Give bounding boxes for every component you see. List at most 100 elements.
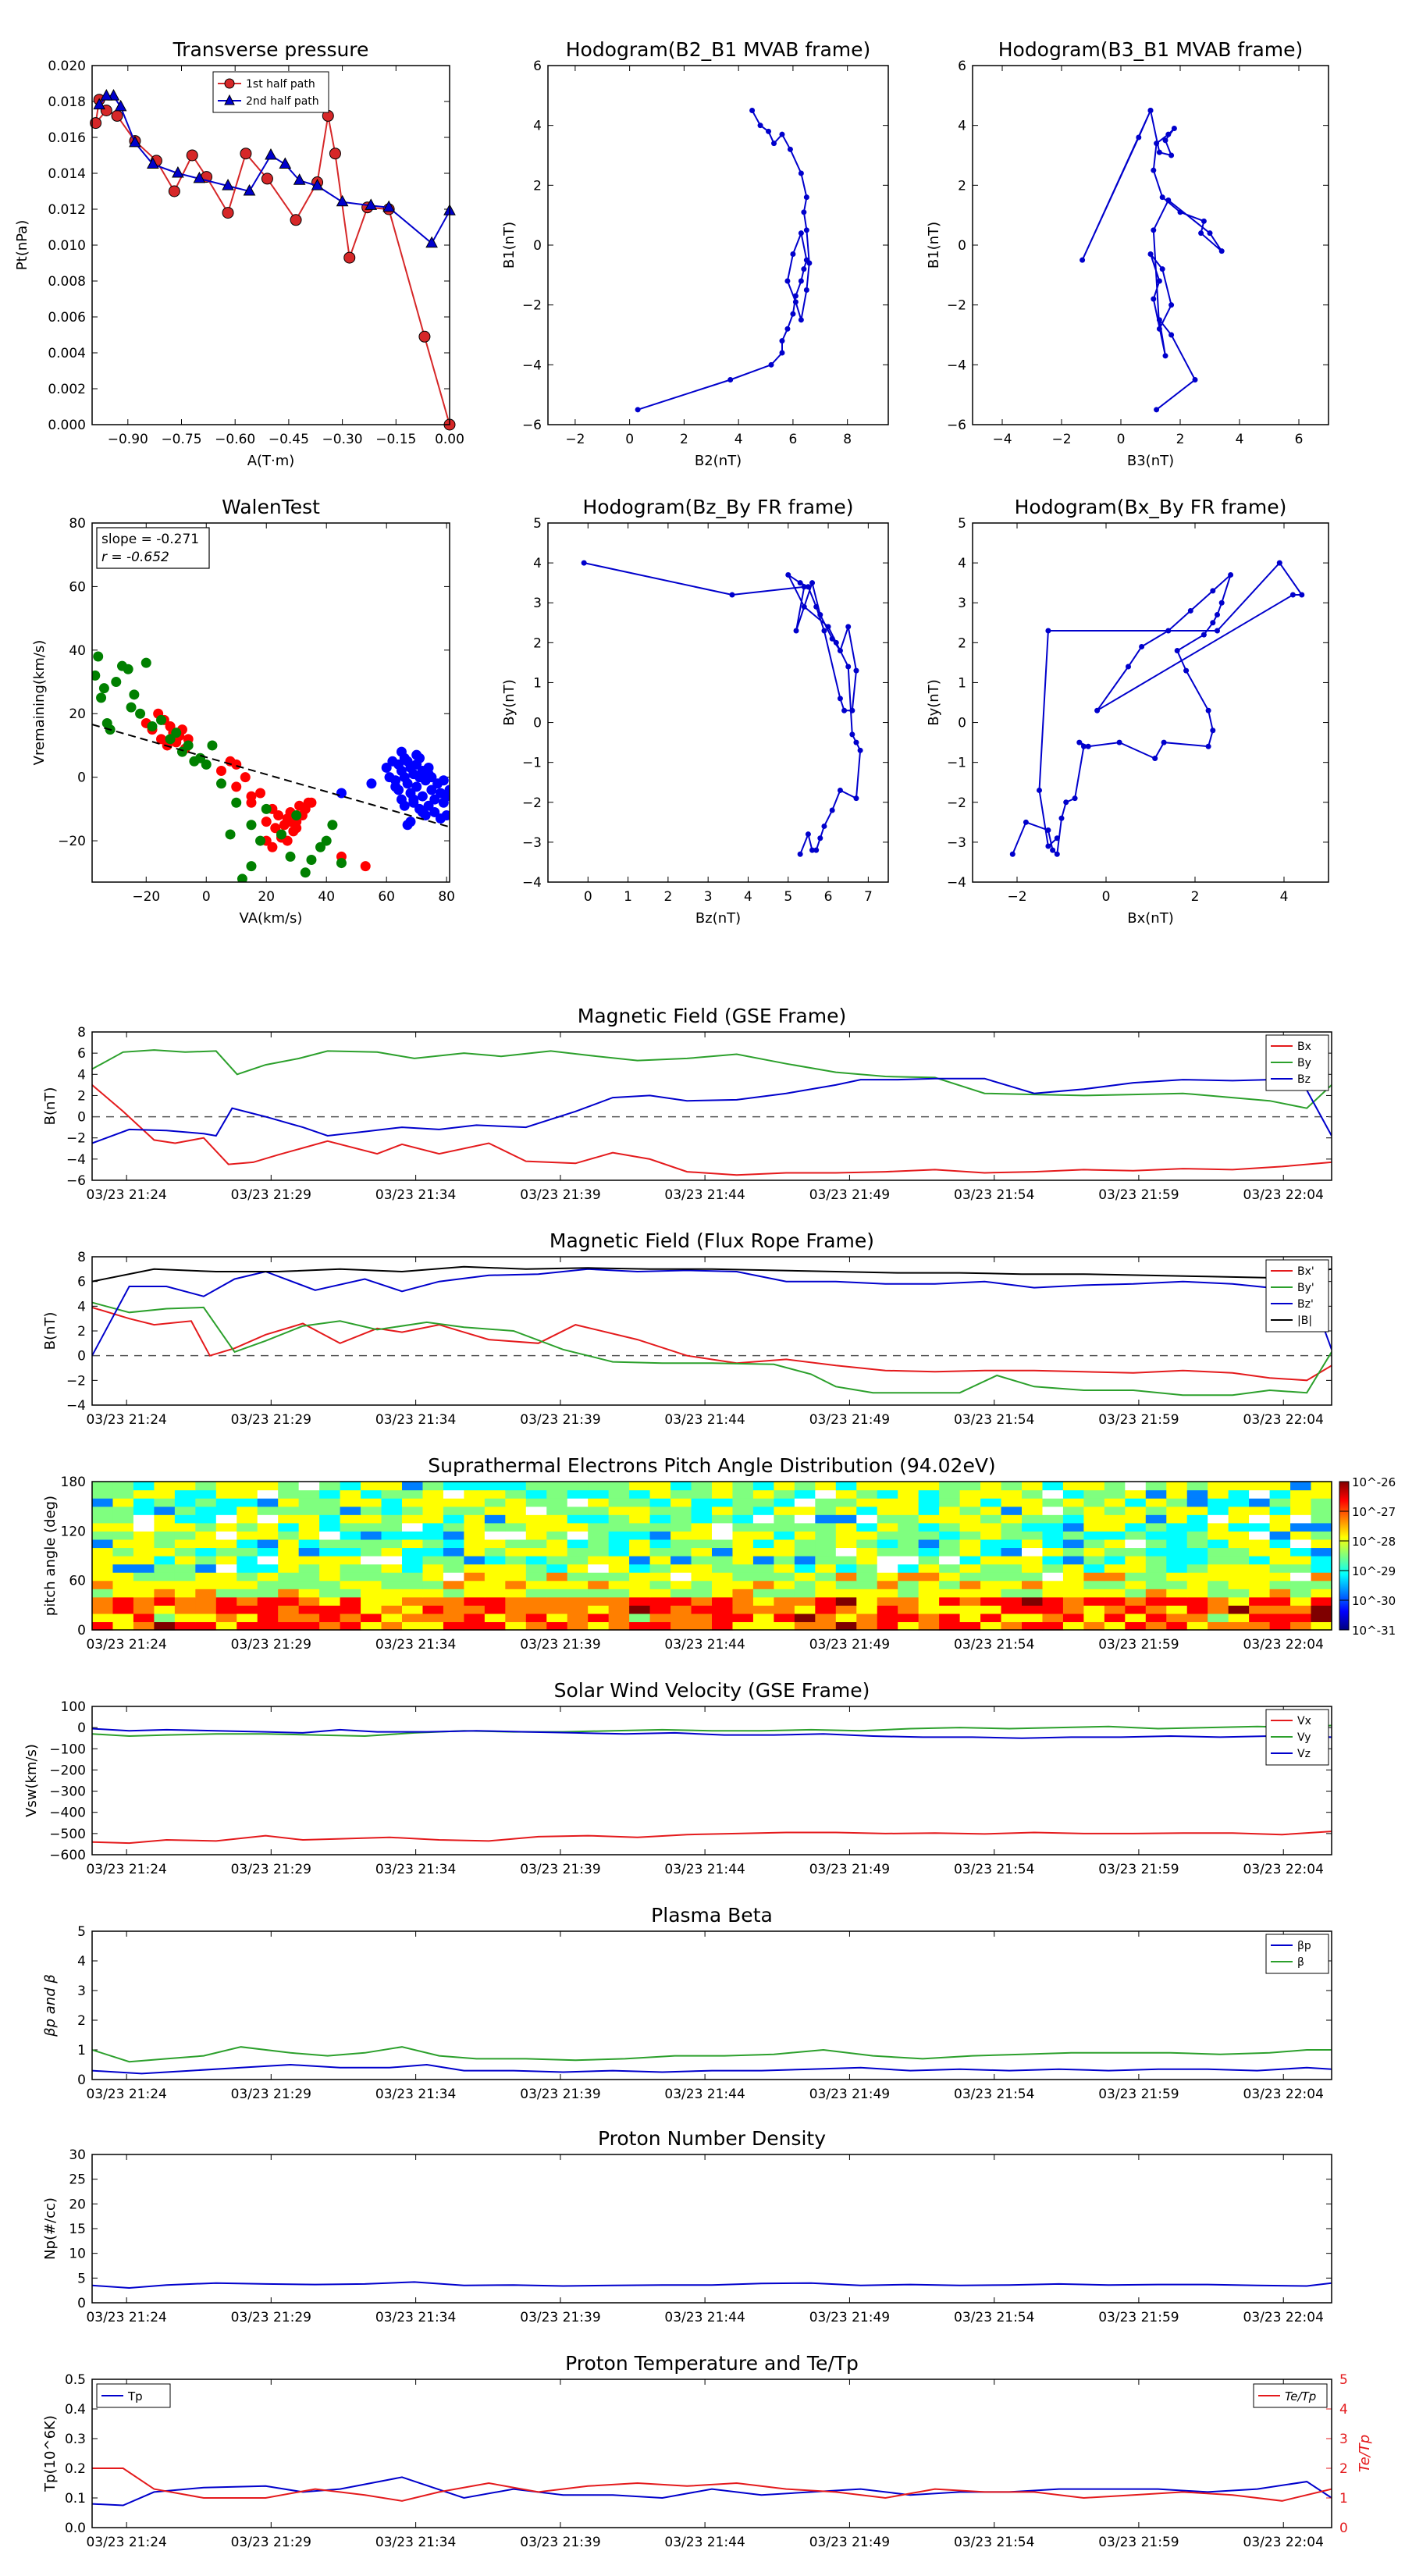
heatmap-cell <box>1186 1621 1208 1631</box>
heatmap-cell <box>464 1589 486 1598</box>
data-point <box>1159 194 1165 201</box>
heatmap-cell <box>237 1605 258 1614</box>
x-tick-label: −0.90 <box>108 432 148 447</box>
y-tick-label: −2 <box>522 298 542 314</box>
heatmap-cell <box>546 1556 568 1565</box>
heatmap-cell <box>732 1506 754 1515</box>
heatmap-cell <box>1083 1564 1105 1573</box>
heatmap-cell <box>774 1605 795 1614</box>
heatmap-cell <box>195 1596 217 1606</box>
heatmap-cell <box>154 1482 176 1491</box>
heatmap-cell <box>588 1506 610 1515</box>
time-tick-label: 03/23 21:59 <box>1098 1862 1179 1877</box>
heatmap-cell <box>649 1547 671 1557</box>
data-point <box>785 571 791 578</box>
heatmap-cell <box>1145 1596 1167 1606</box>
heatmap-cell <box>1228 1621 1250 1631</box>
heatmap-cell <box>298 1531 320 1540</box>
heatmap-cell <box>980 1564 1002 1573</box>
x-tick-label: 0 <box>584 889 592 905</box>
heatmap-cell <box>608 1547 630 1557</box>
heatmap-cell <box>959 1498 981 1507</box>
data-point <box>749 108 756 113</box>
heatmap-cell <box>546 1572 568 1582</box>
heatmap-cell <box>546 1596 568 1606</box>
heatmap-cell <box>1208 1621 1229 1631</box>
heatmap-cell <box>670 1572 692 1582</box>
y-tick-label: 6 <box>958 59 966 74</box>
axes-frame <box>547 65 889 425</box>
heatmap-cell <box>567 1564 589 1573</box>
y-tick-label: 40 <box>69 643 86 659</box>
panel-pt: Transverse pressure0.0000.0020.0040.0060… <box>14 38 464 469</box>
heatmap-cell <box>1062 1621 1084 1631</box>
time-tick-label: 03/23 21:24 <box>86 1412 166 1428</box>
heatmap-cell <box>525 1489 547 1499</box>
scatter-point <box>92 670 101 681</box>
heatmap-cell <box>112 1531 134 1540</box>
heatmap-cell <box>505 1514 527 1524</box>
y-axis-label: B(nT) <box>42 1312 59 1350</box>
heatmap-cell <box>1269 1605 1291 1614</box>
heatmap-cell <box>1042 1596 1064 1606</box>
heatmap-cell <box>588 1589 610 1598</box>
heatmap-cell <box>215 1547 237 1557</box>
y-tick-label: −6 <box>66 1173 86 1189</box>
data-point <box>793 628 799 634</box>
heatmap-cell <box>1166 1556 1188 1565</box>
heatmap-cell <box>484 1580 506 1589</box>
colorbar <box>1339 1481 1350 1631</box>
heatmap-cell <box>1001 1605 1023 1614</box>
scatter-point <box>396 746 407 757</box>
heatmap-cell <box>464 1596 486 1606</box>
heatmap-cell <box>237 1580 258 1589</box>
y-tick-label: 2 <box>77 1088 86 1104</box>
heatmap-cell <box>1001 1514 1023 1524</box>
heatmap-cell <box>815 1498 837 1507</box>
heatmap-cell <box>237 1596 258 1606</box>
y-tick-label: 0.5 <box>65 2372 86 2388</box>
heatmap-cell <box>278 1539 300 1549</box>
time-tick-label: 03/23 21:29 <box>231 1637 311 1653</box>
heatmap-cell <box>1022 1514 1044 1524</box>
heatmap-cell <box>835 1539 857 1549</box>
heatmap-cell <box>670 1556 692 1565</box>
heatmap-cell <box>278 1613 300 1623</box>
data-point <box>821 823 827 829</box>
heatmap-cell <box>1062 1506 1084 1515</box>
heatmap-cell <box>567 1580 589 1589</box>
y-tick-label: 0 <box>533 238 542 254</box>
time-tick-label: 03/23 21:44 <box>664 1187 745 1203</box>
heatmap-cell <box>794 1596 816 1606</box>
scatter-point <box>246 791 257 802</box>
heatmap-cell <box>546 1506 568 1515</box>
heatmap-cell <box>752 1572 774 1582</box>
scatter-point <box>237 873 247 882</box>
x-tick-label: 2 <box>663 889 672 905</box>
heatmap-cell <box>319 1522 341 1532</box>
data-point <box>757 123 763 129</box>
colorbar-label: 10^-26 <box>1352 1475 1396 1489</box>
heatmap-cell <box>1104 1605 1126 1614</box>
y-tick-label: 0.0 <box>65 2521 86 2536</box>
heatmap-cell <box>712 1482 734 1491</box>
heatmap-cell <box>319 1498 341 1507</box>
data-point <box>784 326 791 332</box>
x-tick-label: −20 <box>132 889 160 905</box>
heatmap-cell <box>774 1547 795 1557</box>
y-tick-label: 3 <box>77 1984 86 1999</box>
heatmap-cell <box>443 1580 464 1589</box>
data-point <box>790 251 796 257</box>
heatmap-cell <box>443 1531 464 1540</box>
heatmap-cell <box>298 1580 320 1589</box>
data-point <box>1151 227 1157 233</box>
heatmap-cell <box>1311 1498 1332 1507</box>
heatmap-cell <box>443 1539 464 1549</box>
heatmap-cell <box>1022 1489 1044 1499</box>
heatmap-cell <box>691 1522 713 1532</box>
heatmap-cell <box>567 1572 589 1582</box>
heatmap-cell <box>1290 1556 1312 1565</box>
heatmap-cell <box>1083 1514 1105 1524</box>
heatmap-cell <box>319 1547 341 1557</box>
heatmap-cell <box>422 1547 444 1557</box>
